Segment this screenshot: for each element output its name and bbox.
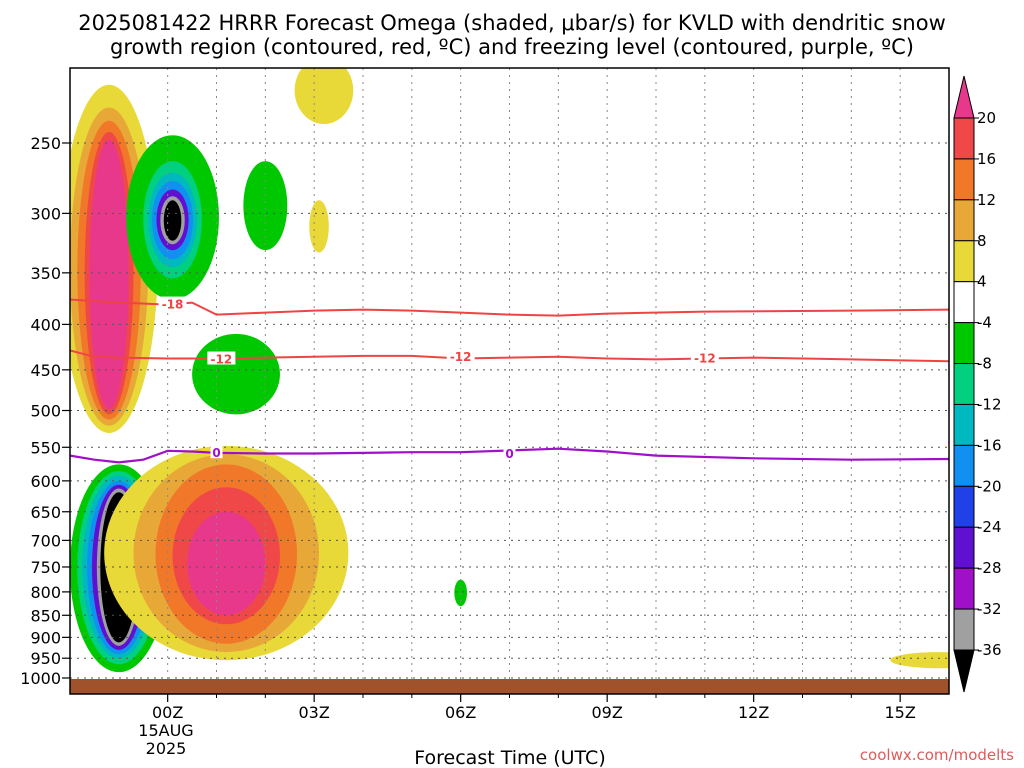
omega-minor-feature-5 — [890, 652, 949, 669]
omega-band-3-4 — [187, 511, 266, 616]
y-tick-label-500: 500 — [30, 402, 61, 421]
x-axis-label: Forecast Time (UTC) — [414, 747, 605, 768]
y-tick-label-600: 600 — [30, 472, 61, 491]
colorbar-label-4: 4 — [977, 273, 987, 291]
contour-label-bg-1 — [207, 351, 236, 365]
colorbar-swatch-11 — [953, 526, 975, 569]
colorbar-swatch-5 — [953, 281, 975, 324]
colorbar-label-13: -36 — [977, 641, 1002, 659]
omega-band-1-6 — [163, 200, 182, 241]
x-tick-label-12: 12Z — [738, 703, 769, 722]
contour-label-bg-2 — [446, 348, 475, 362]
colorbar-swatch-10 — [953, 485, 975, 528]
contour-label-5: 0 — [505, 447, 513, 461]
y-tick-label-1000: 1000 — [20, 669, 61, 688]
colorbar-bottom-arrow — [953, 649, 975, 693]
dgz-contour-1 — [70, 349, 949, 363]
freezing-level-contour — [70, 447, 949, 464]
y-tick-label-650: 650 — [30, 503, 61, 522]
omega-minor-feature-2 — [294, 68, 354, 125]
colorbar-top-arrow — [953, 75, 975, 119]
y-axis-ticks: 250 300 350 400 450 500 550 600 650 700 750 800 850 9… — [20, 134, 70, 688]
date-label-day: 15AUG — [138, 721, 193, 740]
colorbar-swatch-2 — [953, 158, 975, 201]
contour-label-bg-5 — [503, 445, 516, 459]
colorbar-label-5: -4 — [977, 314, 992, 332]
colorbar-swatch-7 — [953, 363, 975, 405]
date-label-year: 2025 — [146, 739, 187, 758]
omega-minor-feature-3 — [309, 200, 329, 253]
y-tick-label-550: 550 — [30, 438, 61, 457]
omega-minor-feature-0 — [192, 333, 280, 415]
omega-band-0-4 — [89, 139, 129, 409]
contour-label-0: -18 — [162, 298, 184, 312]
chart-title-line-1: 2025081422 HRRR Forecast Omega (shaded, … — [78, 11, 946, 35]
contour-label-bg-3 — [690, 350, 719, 364]
y-tick-label-250: 250 — [30, 134, 61, 153]
contour-label-bg-4 — [210, 445, 223, 459]
x-tick-label-3: 03Z — [299, 703, 330, 722]
colorbar-label-6: -8 — [977, 355, 992, 373]
y-tick-label-450: 450 — [30, 361, 61, 380]
y-tick-label-300: 300 — [30, 204, 61, 223]
omega-minor-feature-4 — [454, 579, 468, 607]
y-tick-label-900: 900 — [30, 628, 61, 647]
colorbar-label-8: -16 — [977, 436, 1002, 454]
contour-label-2: -12 — [450, 350, 472, 364]
colorbar-swatch-12 — [953, 567, 975, 610]
contour-label-3: -12 — [694, 352, 716, 366]
colorbar-swatch-9 — [953, 444, 975, 487]
x-tick-label-6: 06Z — [445, 703, 476, 722]
contour-labels: -18 -12 -12 -12 0 0 — [158, 296, 719, 461]
contour-label-bg-0 — [158, 296, 187, 310]
x-axis-ticks: 00Z 03Z 06Z 09Z 12Z 15Z — [152, 694, 916, 722]
y-tick-label-350: 350 — [30, 264, 61, 283]
colorbar-label-9: -20 — [977, 477, 1002, 495]
omega-minor-feature-1 — [243, 161, 288, 251]
colorbar: 20 16 12 8 4 -4 -8 -12 -16 -20 -24 -28 -32 -36 — [953, 75, 1002, 693]
y-tick-label-750: 750 — [30, 558, 61, 577]
colorbar-label-1: 16 — [977, 150, 996, 168]
colorbar-label-2: 12 — [977, 191, 996, 209]
y-tick-label-700: 700 — [30, 531, 61, 550]
y-tick-label-800: 800 — [30, 583, 61, 602]
colorbar-label-11: -28 — [977, 559, 1002, 577]
colorbar-label-0: 20 — [977, 109, 996, 127]
colorbar-swatch-6 — [953, 322, 975, 365]
colorbar-label-7: -12 — [977, 395, 1002, 413]
colorbar-label-3: 8 — [977, 232, 987, 250]
x-tick-label-9: 09Z — [592, 703, 623, 722]
contour-label-4: 0 — [212, 446, 220, 460]
y-tick-label-850: 850 — [30, 606, 61, 625]
x-tick-label-15: 15Z — [885, 703, 916, 722]
y-tick-label-950: 950 — [30, 649, 61, 668]
colorbar-label-10: -24 — [977, 518, 1002, 536]
omega-shading — [70, 68, 949, 673]
colorbar-swatch-1 — [953, 117, 975, 160]
colorbar-swatch-4 — [953, 240, 975, 283]
colorbar-swatch-8 — [953, 403, 975, 446]
x-tick-label-0: 00Z — [152, 703, 183, 722]
colorbar-swatch-3 — [953, 199, 975, 242]
chart-title-line-2: growth region (contoured, red, ºC) and f… — [110, 35, 914, 59]
colorbar-swatch-13 — [953, 608, 975, 651]
credit-text: coolwx.com/modelts — [860, 746, 1014, 764]
contour-label-1: -12 — [211, 353, 233, 367]
colorbar-label-12: -32 — [977, 600, 1002, 618]
y-tick-label-400: 400 — [30, 315, 61, 334]
ground-bar — [70, 679, 949, 694]
